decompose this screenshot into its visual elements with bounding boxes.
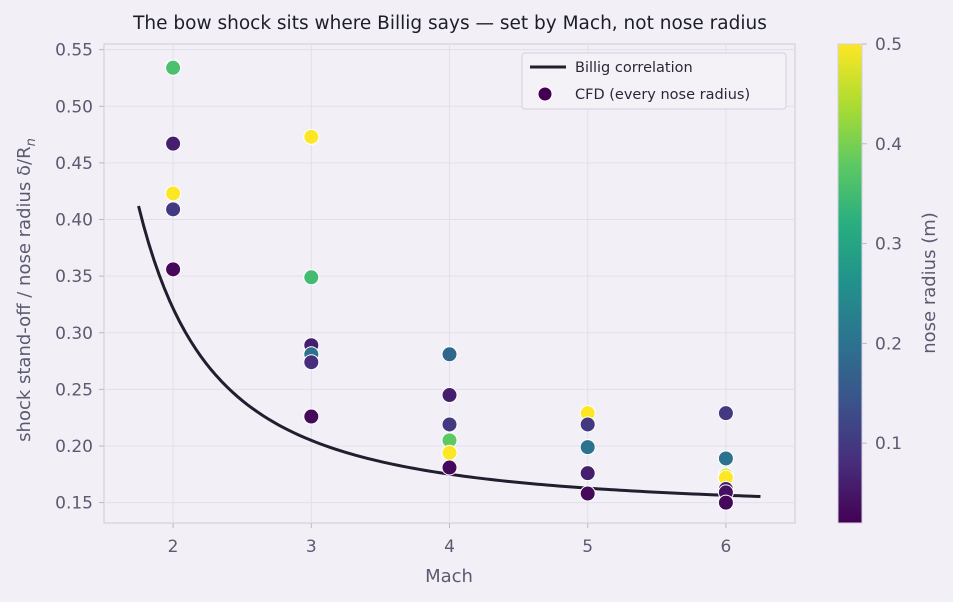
y-axis-label: shock stand-off / nose radius δ/Rn xyxy=(14,138,39,442)
y-axis-label-main: shock stand-off / nose radius δ/R xyxy=(14,146,35,441)
colorbar-ticks: 0.1 0.2 0.3 0.4 0.5 xyxy=(862,35,902,454)
cfd-point xyxy=(303,269,320,286)
cfd-point xyxy=(717,450,734,467)
x-tick-label: 4 xyxy=(444,537,455,557)
x-tick-label: 6 xyxy=(720,537,731,557)
cfd-point xyxy=(579,416,596,433)
x-axis-label: Mach xyxy=(425,566,473,587)
cfd-point xyxy=(441,459,458,476)
legend-entry-billig: Billig correlation xyxy=(575,60,693,76)
cfd-point xyxy=(441,387,458,404)
y-tick-label: 0.25 xyxy=(55,380,93,400)
y-tick-label: 0.15 xyxy=(55,494,93,514)
colorbar-tick-label: 0.4 xyxy=(875,135,902,155)
cfd-point xyxy=(579,439,596,456)
cfd-point xyxy=(579,485,596,502)
y-axis-label-subscript: n xyxy=(24,138,39,146)
y-tick-label: 0.35 xyxy=(55,267,93,287)
x-tick-label: 3 xyxy=(306,537,317,557)
cfd-point xyxy=(441,346,458,363)
cfd-point xyxy=(579,465,596,482)
cfd-point xyxy=(717,494,734,511)
cfd-point xyxy=(303,408,320,425)
cfd-point xyxy=(717,405,734,422)
y-tick-label: 0.30 xyxy=(55,324,93,344)
x-ticks: 2 3 4 5 6 xyxy=(168,523,731,557)
cfd-point xyxy=(165,59,182,76)
colorbar-label: nose radius (m) xyxy=(919,212,940,354)
x-tick-label: 2 xyxy=(168,537,179,557)
legend-box xyxy=(521,52,787,110)
cfd-point xyxy=(165,185,182,202)
cfd-point xyxy=(441,416,458,433)
colorbar: 0.1 0.2 0.3 0.4 0.5 nose radius (m) xyxy=(837,35,940,524)
cfd-point xyxy=(303,354,320,371)
cfd-point xyxy=(165,201,182,218)
y-tick-label: 0.50 xyxy=(55,97,93,117)
colorbar-tick-label: 0.1 xyxy=(875,434,902,454)
cfd-point xyxy=(165,261,182,278)
cfd-point xyxy=(441,444,458,461)
cfd-point xyxy=(303,128,320,145)
colorbar-tick-label: 0.5 xyxy=(875,35,902,55)
colorbar-tick-label: 0.2 xyxy=(875,334,902,354)
y-ticks: 0.15 0.20 0.25 0.30 0.35 0.40 0.45 0.50 0.55 xyxy=(55,41,104,514)
cfd-point xyxy=(165,135,182,152)
y-tick-label: 0.55 xyxy=(55,41,93,61)
x-tick-label: 5 xyxy=(582,537,593,557)
colorbar-tick-label: 0.3 xyxy=(875,235,902,255)
legend-entry-cfd: CFD (every nose radius) xyxy=(575,87,750,103)
legend-point-swatch xyxy=(537,86,553,102)
legend: Billig correlation CFD (every nose radiu… xyxy=(521,52,787,110)
colorbar-gradient xyxy=(837,43,863,524)
chart-title: The bow shock sits where Billig says — s… xyxy=(132,13,767,34)
y-tick-label: 0.45 xyxy=(55,154,93,174)
cfd-points xyxy=(165,58,734,511)
y-tick-label: 0.20 xyxy=(55,437,93,457)
y-tick-label: 0.40 xyxy=(55,211,93,231)
